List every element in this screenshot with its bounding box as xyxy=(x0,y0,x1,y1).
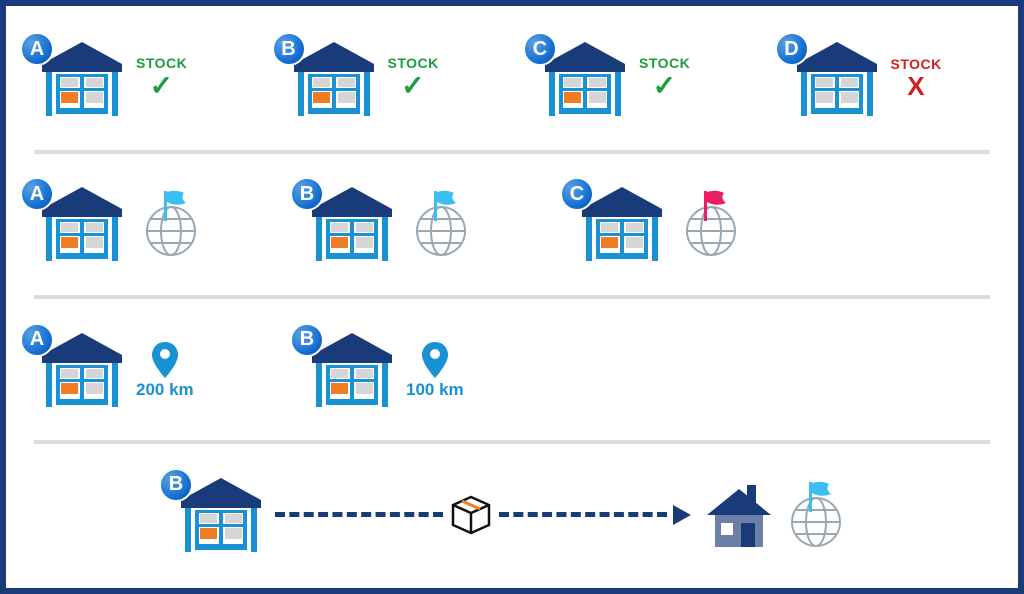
badge-C: C xyxy=(523,32,557,66)
warehouse-A-stock: A STOCK✓ xyxy=(34,38,236,120)
globe-flag-icon xyxy=(676,189,746,259)
diagram-frame: A STOCK✓ B STOCK✓ C STOCK✓ D STOCKX xyxy=(0,0,1024,594)
badge-B: B xyxy=(272,32,306,66)
warehouse-B-dist: B 100 km xyxy=(304,329,524,411)
divider xyxy=(34,440,990,444)
distance-text: 100 km xyxy=(406,380,464,400)
check-icon: ✓ xyxy=(150,71,174,102)
x-icon: X xyxy=(907,72,925,101)
pin-icon xyxy=(150,340,180,380)
row-delivery: B xyxy=(34,460,990,570)
dashed-line xyxy=(499,512,667,517)
stock-text: STOCK xyxy=(388,56,439,71)
badge-A: A xyxy=(20,323,54,357)
globe-flag-icon xyxy=(136,189,206,259)
warehouse-C-stock: C STOCK✓ xyxy=(537,38,739,120)
stock-text: STOCK xyxy=(639,56,690,71)
badge-B: B xyxy=(290,323,324,357)
globe-flag-icon xyxy=(406,189,476,259)
row-country: A B C xyxy=(34,169,990,279)
badge-B: B xyxy=(159,468,193,502)
warehouse-B-stock: B STOCK✓ xyxy=(286,38,488,120)
row-stock: A STOCK✓ B STOCK✓ C STOCK✓ D STOCKX xyxy=(34,24,990,134)
check-icon: ✓ xyxy=(401,71,425,102)
globe-flag-icon xyxy=(781,480,851,550)
warehouse-C-flag: C xyxy=(574,183,794,265)
dashed-line xyxy=(275,512,443,517)
distance-text: 200 km xyxy=(136,380,194,400)
warehouse-D-stock: D STOCKX xyxy=(789,38,991,120)
check-icon: ✓ xyxy=(653,71,677,102)
house-icon xyxy=(701,479,777,551)
badge-D: D xyxy=(775,32,809,66)
stock-text: STOCK xyxy=(891,57,942,72)
arrowhead-icon xyxy=(673,505,691,525)
warehouse-B-flag: B xyxy=(304,183,524,265)
pin-icon xyxy=(420,340,450,380)
divider xyxy=(34,295,990,299)
warehouse-A-dist: A 200 km xyxy=(34,329,254,411)
package-icon xyxy=(449,493,493,537)
divider xyxy=(34,150,990,154)
warehouse-A-flag: A xyxy=(34,183,254,265)
row-distance: A 200 km B 100 km xyxy=(34,315,990,425)
stock-text: STOCK xyxy=(136,56,187,71)
badge-A: A xyxy=(20,32,54,66)
